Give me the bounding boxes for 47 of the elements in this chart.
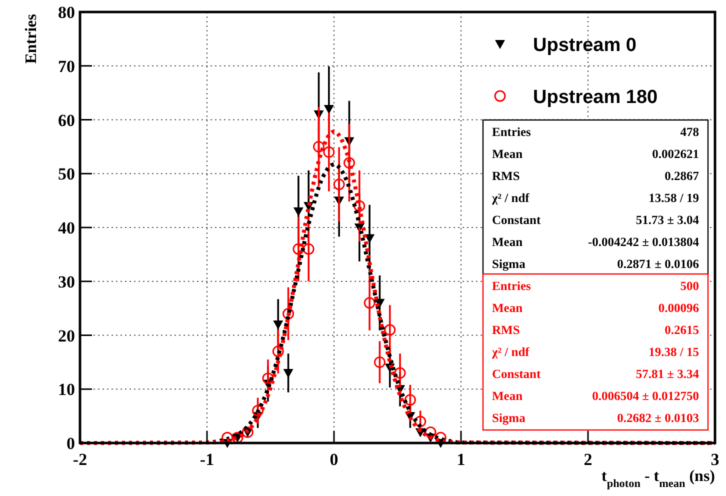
y-axis-title: Entries xyxy=(23,14,40,64)
annotation: 478 xyxy=(680,125,699,139)
annotation: 0.2682 ± 0.0103 xyxy=(617,411,699,425)
y-tick-label: 10 xyxy=(58,380,75,400)
annotation: Mean xyxy=(492,389,523,403)
annotation: Constant xyxy=(492,213,542,227)
annotation: Mean xyxy=(492,147,523,161)
x-axis-title: t$_{photon}$ - t$_{mean}$ (ns) xyxy=(602,468,715,490)
x-tick-label: 1 xyxy=(456,450,466,469)
annotation: 51.73 ± 3.04 xyxy=(636,213,700,227)
annotation: RMS xyxy=(492,169,520,183)
y-tick-label: 40 xyxy=(58,218,75,238)
annotation: 0.002621 xyxy=(652,147,699,161)
annotation: Sigma xyxy=(492,411,526,425)
legend-label: Upstream 0 xyxy=(533,35,636,56)
annotation: Sigma xyxy=(492,257,526,271)
annotation: Entries xyxy=(492,125,532,139)
y-tick-label: 70 xyxy=(58,56,75,76)
annotation: 500 xyxy=(680,279,699,293)
annotation: -0.004242 ± 0.013804 xyxy=(588,235,700,249)
annotation: 19.38 / 15 xyxy=(648,345,699,359)
y-tick-label: 0 xyxy=(66,434,75,453)
annotation: 0.2871 ± 0.0106 xyxy=(617,257,699,271)
annotation: Constant xyxy=(492,367,542,381)
annotation: 0.2867 xyxy=(664,169,699,183)
legend-label: Upstream 180 xyxy=(533,87,658,108)
x-tick-label: -2 xyxy=(72,450,88,469)
x-tick-label: -1 xyxy=(200,450,214,469)
y-tick-label: 60 xyxy=(58,110,75,130)
annotation: 0.00096 xyxy=(658,301,699,315)
annotation: χ² / ndf xyxy=(491,345,530,359)
x-tick-label: 0 xyxy=(330,450,338,469)
annotation: 0.006504 ± 0.012750 xyxy=(592,389,699,403)
y-tick-label: 30 xyxy=(58,272,75,292)
x-tick-label: 3 xyxy=(710,450,720,469)
x-tick-label: 2 xyxy=(584,450,592,469)
y-tick-label: 50 xyxy=(58,164,75,184)
annotation: 57.81 ± 3.34 xyxy=(636,367,700,381)
annotation: 0.2615 xyxy=(664,323,699,337)
annotation: Entries xyxy=(492,279,532,293)
y-tick-label: 20 xyxy=(58,326,75,346)
annotation: Mean xyxy=(492,301,523,315)
y-tick-label: 80 xyxy=(58,3,75,22)
annotation: χ² / ndf xyxy=(491,191,530,205)
annotation: Mean xyxy=(492,235,523,249)
annotation: RMS xyxy=(492,323,520,337)
annotation: 13.58 / 19 xyxy=(648,191,699,205)
